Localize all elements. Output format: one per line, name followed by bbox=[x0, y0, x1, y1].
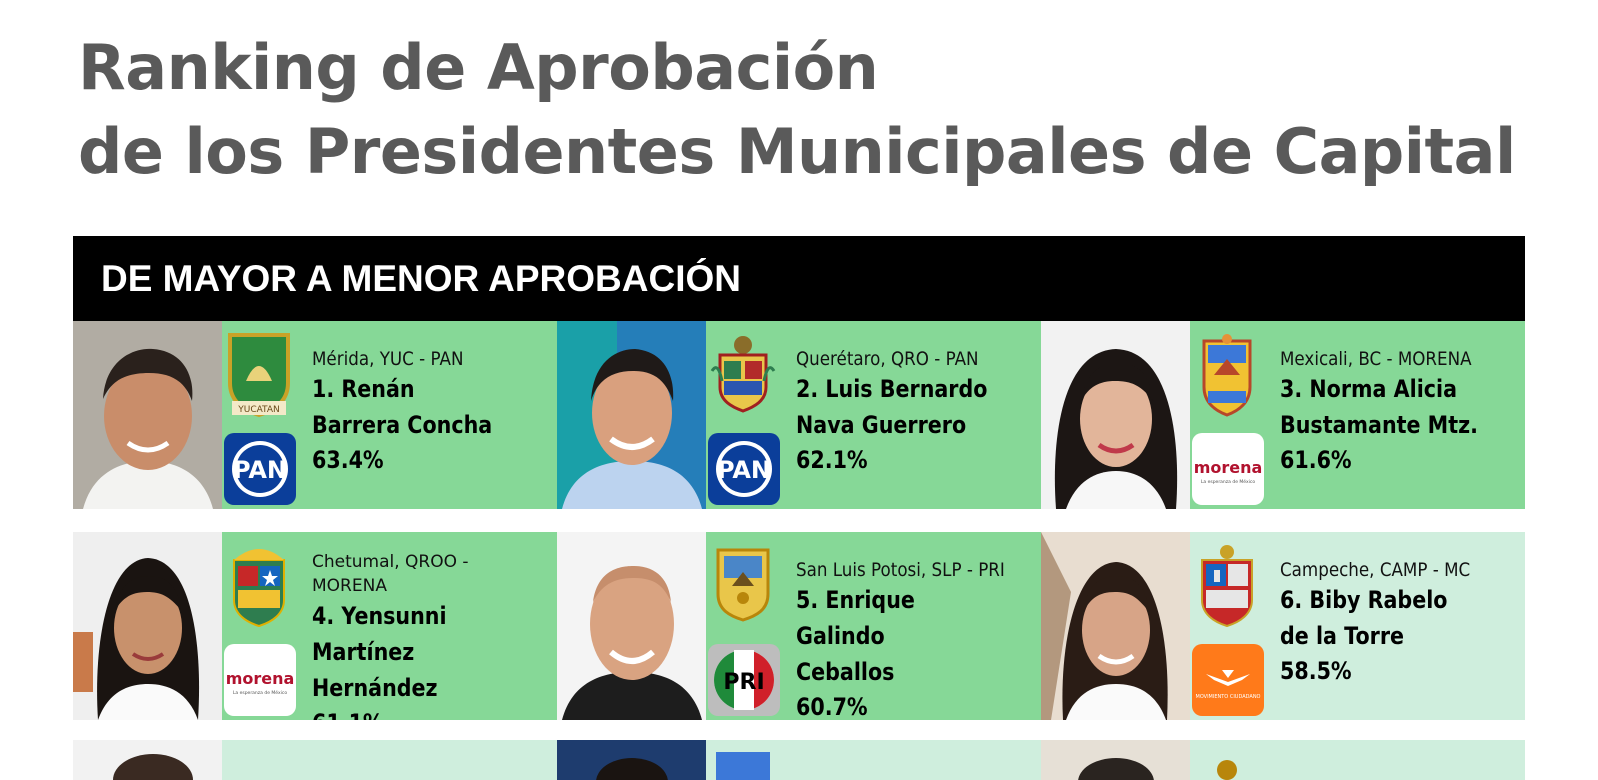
candidate-photo bbox=[557, 321, 706, 509]
ranking-card-8 bbox=[557, 740, 1041, 780]
queretaro-crest-icon bbox=[710, 336, 776, 413]
candidate-photo bbox=[73, 740, 222, 780]
party-tagline: La esperanza de México bbox=[1201, 478, 1255, 485]
candidate-info: Chetumal, QROO - MORENA 4. Yensunni Mart… bbox=[296, 532, 557, 720]
party-logo-text: PRI bbox=[723, 670, 764, 695]
ranking-card-1: YUCATAN PAN Mérida, YUC - PAN 1. Renán B… bbox=[73, 321, 557, 509]
candidate-location: Campeche, CAMP - MC bbox=[1280, 559, 1471, 581]
candidate-info: Querétaro, QRO - PAN 2. Luis Bernardo Na… bbox=[780, 321, 1041, 509]
title-line-2: de los Presidentes Municipales de Capita… bbox=[78, 115, 1516, 188]
campeche-crest-icon bbox=[1201, 545, 1253, 628]
ranking-card-9 bbox=[1041, 740, 1525, 780]
candidate-info: Mérida, YUC - PAN 1. Renán Barrera Conch… bbox=[296, 321, 557, 509]
logos-column bbox=[1190, 740, 1264, 780]
section-banner: DE MAYOR A MENOR APROBACIÓN bbox=[73, 236, 1525, 321]
candidate-photo bbox=[557, 740, 706, 780]
logos-column: PRI bbox=[706, 532, 780, 720]
morena-logo: morena La esperanza de México bbox=[1192, 433, 1264, 505]
approval-value: 61.1% bbox=[312, 706, 523, 720]
candidate-photo bbox=[1041, 740, 1190, 780]
party-tagline: La esperanza de México bbox=[233, 689, 287, 696]
title-line-1: Ranking de Aprobación bbox=[78, 31, 879, 104]
candidate-info: San Luis Potosi, SLP - PRI 5. Enrique Ga… bbox=[780, 532, 1041, 720]
ranking-card-2: PAN Querétaro, QRO - PAN 2. Luis Bernard… bbox=[557, 321, 1041, 509]
candidate-info: Campeche, CAMP - MC 6. Biby Rabelo de la… bbox=[1264, 532, 1525, 720]
candidate-name: 5. Enrique Galindo Ceballos bbox=[796, 586, 915, 686]
quintana-roo-crest-icon bbox=[233, 549, 285, 628]
pan-logo: PAN bbox=[708, 433, 780, 505]
logos-column: morena La esperanza de México bbox=[222, 532, 296, 720]
crest-icon bbox=[1217, 760, 1237, 780]
candidate-photo bbox=[73, 532, 222, 720]
approval-value: 63.4% bbox=[312, 446, 384, 474]
party-logo-text: PAN bbox=[717, 456, 771, 484]
baja-california-crest-icon bbox=[1202, 334, 1252, 417]
party-logo-text: PAN bbox=[233, 456, 287, 484]
crest-icon bbox=[716, 752, 770, 780]
candidate-name: 1. Renán Barrera Concha bbox=[312, 375, 493, 439]
ranking-card-6: MOVIMIENTO CIUDADANO Campeche, CAMP - MC… bbox=[1041, 532, 1525, 720]
candidate-location: Mérida, YUC - PAN bbox=[312, 348, 464, 370]
yucatan-crest-icon: YUCATAN bbox=[228, 333, 290, 418]
approval-value: 58.5% bbox=[1280, 657, 1352, 685]
logos-column: PAN bbox=[706, 321, 780, 509]
crest-label: YUCATAN bbox=[237, 405, 280, 415]
logos-column bbox=[706, 740, 780, 780]
party-logo-text: MOVIMIENTO CIUDADANO bbox=[1196, 694, 1261, 700]
candidate-location: Chetumal, QROO - MORENA bbox=[312, 552, 469, 596]
pan-logo: PAN bbox=[224, 433, 296, 505]
candidate-name: 3. Norma Alicia Bustamante Mtz. bbox=[1280, 375, 1478, 439]
candidate-photo bbox=[1041, 532, 1190, 720]
movimiento-ciudadano-logo: MOVIMIENTO CIUDADANO bbox=[1192, 644, 1264, 716]
ranking-card-5: PRI San Luis Potosi, SLP - PRI 5. Enriqu… bbox=[557, 532, 1041, 720]
ranking-card-4: morena La esperanza de México Chetumal, … bbox=[73, 532, 557, 720]
pri-logo: PRI bbox=[708, 644, 780, 716]
logos-column: MOVIMIENTO CIUDADANO bbox=[1190, 532, 1264, 720]
candidate-location: San Luis Potosi, SLP - PRI bbox=[796, 559, 1005, 581]
page-title: Ranking de Aprobación de los Presidentes… bbox=[78, 26, 1516, 194]
candidate-name: 2. Luis Bernardo Nava Guerrero bbox=[796, 375, 988, 439]
candidate-location: Querétaro, QRO - PAN bbox=[796, 348, 979, 370]
candidate-photo bbox=[73, 321, 222, 509]
san-luis-potosi-crest-icon bbox=[716, 548, 770, 622]
morena-logo: morena La esperanza de México bbox=[224, 644, 296, 716]
candidate-name: 4. Yensunni Martínez Hernández bbox=[312, 602, 447, 702]
ranking-card-3: morena La esperanza de México Mexicali, … bbox=[1041, 321, 1525, 509]
ranking-card-7 bbox=[73, 740, 557, 780]
approval-value: 62.1% bbox=[796, 446, 868, 474]
candidate-photo bbox=[557, 532, 706, 720]
ranking-row-3 bbox=[73, 740, 1525, 780]
approval-value: 61.6% bbox=[1280, 446, 1352, 474]
candidate-info: Mexicali, BC - MORENA 3. Norma Alicia Bu… bbox=[1264, 321, 1525, 509]
ranking-row-1: YUCATAN PAN Mérida, YUC - PAN 1. Renán B… bbox=[73, 321, 1525, 509]
logos-column bbox=[222, 740, 296, 780]
ranking-row-2: morena La esperanza de México Chetumal, … bbox=[73, 532, 1525, 720]
logos-column: YUCATAN PAN bbox=[222, 321, 296, 509]
approval-value: 60.7% bbox=[796, 693, 868, 720]
candidate-photo bbox=[1041, 321, 1190, 509]
party-logo-text: morena bbox=[1194, 458, 1263, 477]
logos-column: morena La esperanza de México bbox=[1190, 321, 1264, 509]
party-logo-text: morena bbox=[226, 669, 295, 688]
candidate-name: 6. Biby Rabelo de la Torre bbox=[1280, 586, 1448, 650]
candidate-location: Mexicali, BC - MORENA bbox=[1280, 348, 1472, 370]
